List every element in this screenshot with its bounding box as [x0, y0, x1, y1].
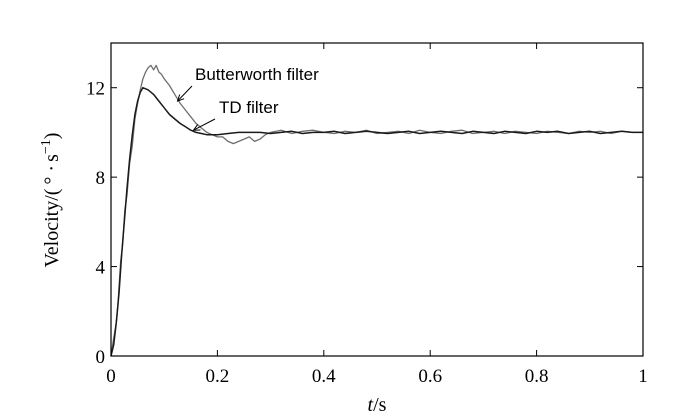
series-layer: [110, 64, 643, 357]
annotation-butterworth-filter: Butterworth filter: [195, 65, 319, 84]
y-tick-label: 8: [96, 168, 106, 189]
ticks-layer: 0 0.2 0.4 0.6 0.8 1 0 4 8 12: [86, 43, 648, 387]
plot-frame: [110, 42, 644, 357]
annotation-layer: Butterworth filter TD filter: [176, 65, 319, 131]
x-tick-label: 1: [638, 366, 648, 387]
annotation-arrowhead: [176, 94, 185, 102]
annotation-td-filter: TD filter: [219, 98, 279, 117]
x-tick-label: 0: [106, 366, 116, 387]
y-tick-label: 4: [96, 258, 106, 279]
annotation-arrowhead: [192, 124, 201, 131]
x-tick-label: 0.4: [312, 366, 336, 387]
x-tick-label: 0.6: [418, 366, 442, 387]
series-line-butterworth-filter: [110, 64, 643, 357]
y-tick-label: 12: [86, 79, 105, 100]
annotation-arrow: [177, 85, 193, 102]
annotation-arrow: [193, 118, 216, 131]
series-line-td-filter: [110, 86, 643, 357]
y-tick-label: 0: [96, 347, 106, 368]
y-axis-label: Velocity/(°·s−1): [39, 133, 63, 268]
x-tick-label: 0.2: [206, 366, 230, 387]
x-tick-label: 0.8: [525, 366, 549, 387]
x-axis-label: t/s: [368, 394, 387, 416]
